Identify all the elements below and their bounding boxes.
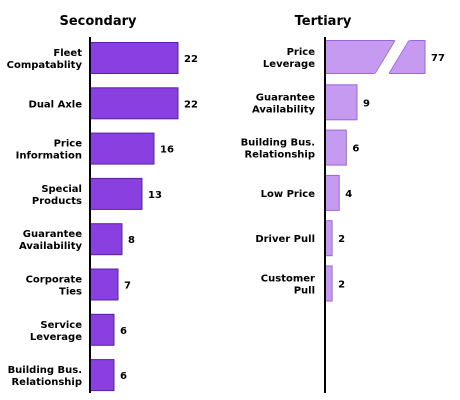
secondary-bar-service-leverage	[89, 313, 115, 346]
secondary-category-label-price-information: Price Information	[16, 139, 83, 162]
tertiary-value-label-price-leverage: 77	[431, 53, 445, 64]
secondary-category-label-service-leverage: Service Leverage	[30, 320, 82, 343]
secondary-value-label-price-information: 16	[160, 145, 174, 156]
tertiary-category-label-price-leverage: Price Leverage	[263, 47, 315, 70]
tertiary-category-label-low-price: Low Price	[261, 189, 316, 200]
secondary-bar-special-products	[89, 177, 143, 210]
tertiary-bar-price-leverage	[324, 40, 426, 74]
tertiary-axis-break-line	[388, 40, 410, 74]
tertiary-chart: Tertiary 77 Price Leverage 9 Guarantee Availa…	[241, 14, 445, 393]
tertiary-value-label-customer-pull: 2	[338, 280, 345, 291]
tertiary-category-label-customer-pull: Customer Pull	[261, 274, 315, 297]
secondary-value-label-service-leverage: 6	[120, 326, 127, 337]
secondary-bar-fleet-compatablity	[89, 42, 179, 74]
secondary-bar-dual-axle	[89, 87, 179, 120]
tertiary-value-label-driver-pull: 2	[338, 234, 345, 245]
tertiary-category-label-guarantee-availability: Guarantee Availability	[252, 92, 315, 115]
tertiary-bar-guarantee-availability	[324, 84, 358, 121]
secondary-value-label-fleet-compatablity: 22	[184, 54, 198, 65]
secondary-value-label-dual-axle: 22	[184, 99, 198, 110]
tertiary-chart-title: Tertiary	[295, 14, 352, 29]
secondary-category-label-corporate-ties: Corporate Ties	[26, 275, 83, 298]
secondary-bar-building-bus-relationship	[89, 359, 115, 392]
tertiary-value-label-guarantee-availability: 9	[363, 98, 370, 109]
secondary-value-label-special-products: 13	[148, 190, 162, 201]
tertiary-axis-break-line	[374, 40, 396, 74]
secondary-bar-corporate-ties	[89, 268, 119, 301]
secondary-value-label-guarantee-availability: 8	[128, 235, 135, 246]
secondary-chart: Secondary 22 Fleet Compatablity 22 Dual Axle…	[7, 14, 198, 393]
tertiary-value-label-building-bus-relationship: 6	[352, 144, 359, 155]
secondary-category-label-fleet-compatablity: Fleet Compatablity	[7, 48, 83, 71]
secondary-value-label-building-bus-relationship: 6	[120, 371, 127, 382]
secondary-bar-guarantee-availability	[89, 223, 123, 256]
tertiary-category-label-building-bus-relationship: Building Bus. Relationship	[241, 138, 315, 161]
secondary-category-label-building-bus-relationship: Building Bus. Relationship	[8, 365, 82, 388]
secondary-chart-title: Secondary	[59, 14, 137, 29]
tertiary-category-label-driver-pull: Driver Pull	[255, 234, 315, 245]
tertiary-bar-low-price	[324, 174, 340, 211]
secondary-category-label-dual-axle: Dual Axle	[29, 99, 83, 110]
tertiary-value-label-low-price: 4	[345, 189, 352, 200]
secondary-category-label-guarantee-availability: Guarantee Availability	[19, 229, 82, 252]
secondary-bar-price-information	[89, 132, 155, 165]
tertiary-bar-driver-pull	[324, 220, 333, 257]
tertiary-bar-building-bus-relationship	[324, 129, 347, 166]
secondary-value-label-corporate-ties: 7	[124, 281, 131, 292]
secondary-category-label-special-products: Special Products	[32, 184, 82, 207]
tertiary-bar-customer-pull	[324, 265, 333, 302]
